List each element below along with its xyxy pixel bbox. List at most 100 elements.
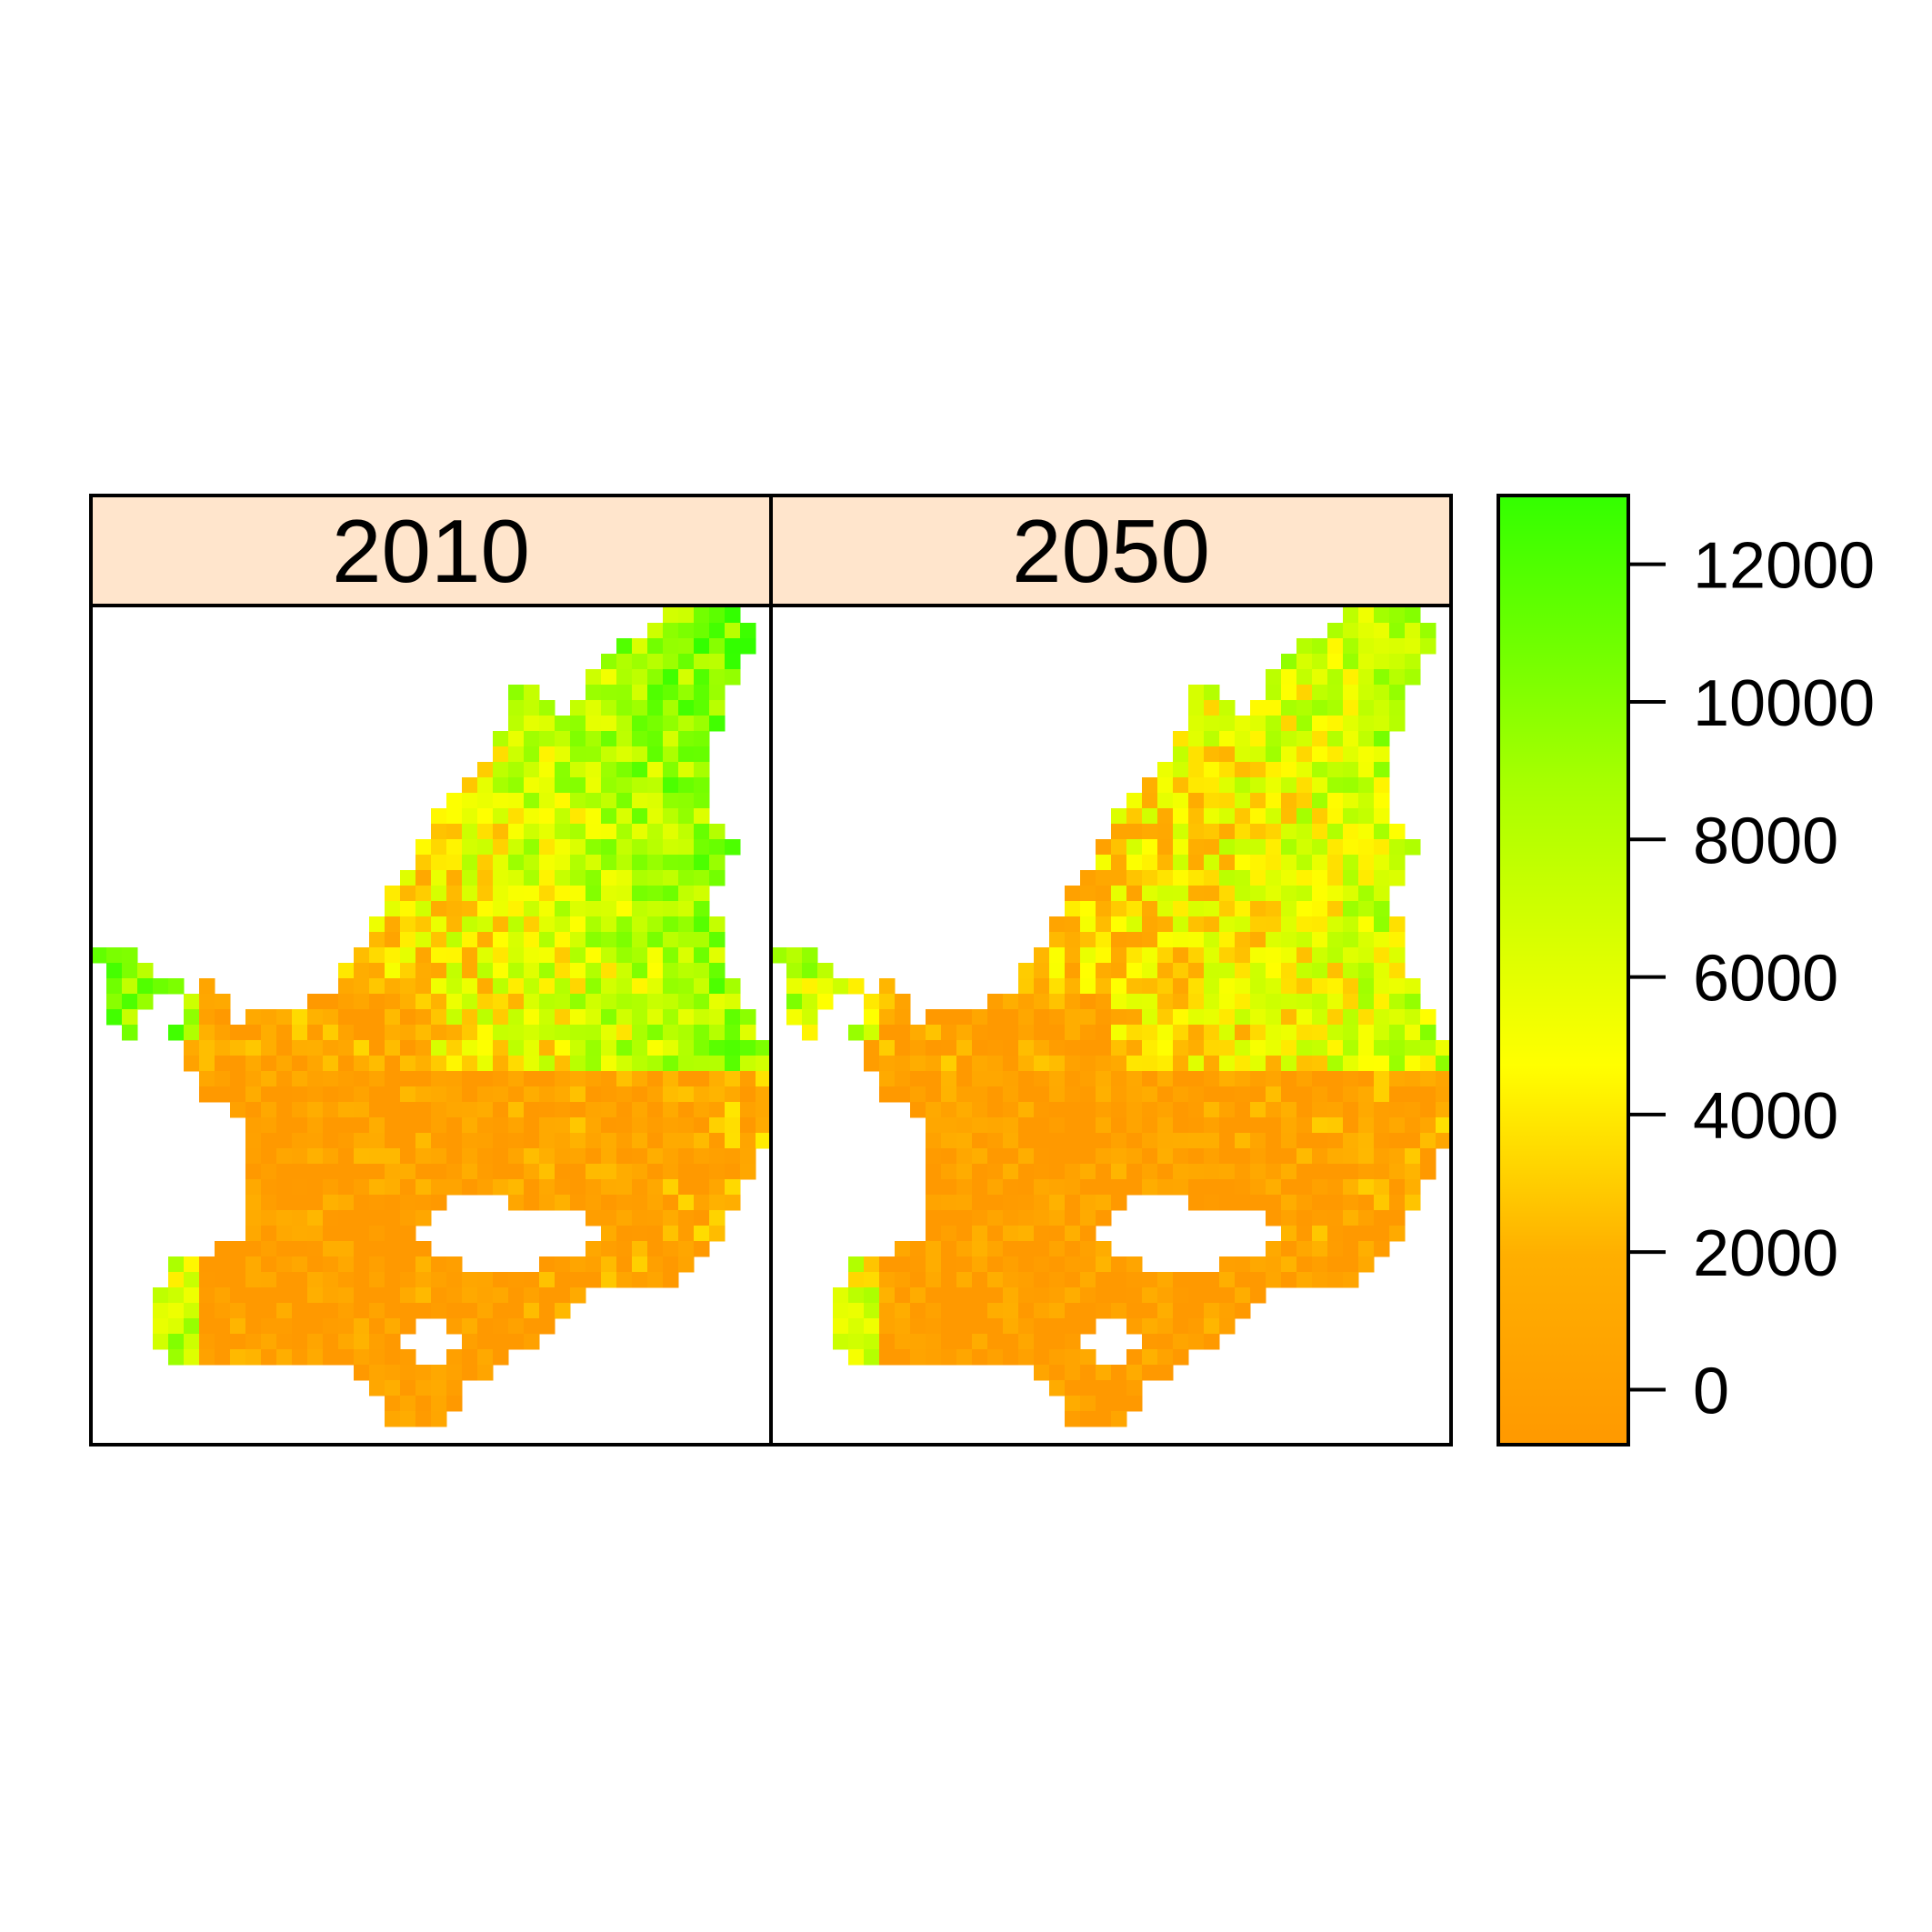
- raster-cell: [323, 1117, 339, 1134]
- raster-cell: [539, 716, 556, 732]
- raster-cell: [586, 762, 602, 778]
- raster-cell: [1126, 1256, 1143, 1273]
- raster-cell: [446, 1179, 463, 1196]
- raster-cell: [1235, 994, 1251, 1010]
- raster-cell: [1281, 1226, 1297, 1242]
- raster-cell: [1126, 855, 1143, 871]
- raster-cell: [1327, 1117, 1344, 1134]
- raster-cell: [1096, 1117, 1112, 1134]
- raster-cell: [586, 1179, 602, 1196]
- raster-cell: [524, 963, 540, 979]
- raster-cell: [771, 947, 787, 964]
- raster-cell: [307, 994, 324, 1010]
- color-key-tick-label: 4000: [1693, 1080, 1838, 1153]
- raster-cell: [1266, 1195, 1282, 1211]
- raster-cell: [647, 1086, 664, 1103]
- raster-cell: [276, 1148, 293, 1165]
- raster-cell: [462, 1334, 478, 1350]
- raster-cell: [1312, 824, 1328, 840]
- raster-cell: [956, 1040, 973, 1056]
- raster-cell: [725, 978, 741, 995]
- raster-cell: [415, 1056, 432, 1072]
- raster-cell: [323, 1256, 339, 1273]
- raster-cell: [354, 1349, 370, 1366]
- raster-cell: [1080, 870, 1096, 886]
- raster-cell: [941, 1056, 957, 1072]
- raster-cell: [1219, 1179, 1236, 1196]
- raster-cell: [1126, 1303, 1143, 1319]
- raster-cell: [446, 1303, 463, 1319]
- raster-cell: [230, 1349, 246, 1366]
- raster-cell: [1049, 963, 1066, 979]
- raster-cell: [1405, 1056, 1421, 1072]
- raster-cell: [1436, 1040, 1451, 1056]
- raster-cell: [1157, 824, 1174, 840]
- raster-cell: [586, 808, 602, 825]
- raster-cell: [616, 762, 633, 778]
- raster-cell: [276, 1210, 293, 1226]
- raster-cell: [1235, 716, 1251, 732]
- raster-cell: [1374, 978, 1390, 995]
- raster-cell: [694, 1117, 710, 1134]
- raster-cell: [786, 963, 803, 979]
- raster-cell: [1126, 1164, 1143, 1180]
- raster-cell: [663, 623, 679, 639]
- raster-cell: [570, 762, 586, 778]
- raster-cell: [1142, 1009, 1158, 1026]
- raster-cell: [616, 700, 633, 716]
- raster-cell: [1142, 1025, 1158, 1041]
- raster-cell: [1219, 932, 1236, 948]
- raster-cell: [508, 1056, 525, 1072]
- raster-cell: [1003, 1226, 1019, 1242]
- raster-cell: [987, 1102, 1004, 1118]
- raster-cell: [354, 1256, 370, 1273]
- raster-cell: [245, 1071, 262, 1087]
- raster-cell: [493, 870, 509, 886]
- raster-cell: [245, 1056, 262, 1072]
- raster-cell: [1389, 638, 1406, 655]
- raster-cell: [1420, 1086, 1436, 1103]
- raster-cell: [1405, 1164, 1421, 1180]
- raster-cell: [1034, 1056, 1050, 1072]
- raster-cell: [292, 1318, 308, 1335]
- raster-cell: [910, 1040, 926, 1056]
- raster-cell: [1312, 685, 1328, 701]
- raster-cell: [1142, 1334, 1158, 1350]
- raster-cell: [1266, 716, 1282, 732]
- raster-cell: [354, 1195, 370, 1211]
- raster-cell: [740, 1086, 756, 1103]
- raster-cell: [1126, 886, 1143, 902]
- raster-cell: [539, 1272, 556, 1288]
- raster-cell: [1389, 669, 1406, 686]
- raster-cell: [524, 808, 540, 825]
- raster-cell: [678, 1179, 695, 1196]
- raster-cell: [369, 916, 385, 933]
- raster-cell: [1173, 1287, 1189, 1304]
- raster-cell: [1327, 994, 1344, 1010]
- raster-cell: [1188, 1287, 1205, 1304]
- raster-cell: [1296, 1117, 1313, 1134]
- raster-cell: [1096, 1133, 1112, 1149]
- raster-cell: [1296, 1025, 1313, 1041]
- raster-cell: [1126, 870, 1143, 886]
- raster-cell: [415, 1071, 432, 1087]
- raster-cell: [1389, 1009, 1406, 1026]
- raster-cell: [415, 1256, 432, 1273]
- raster-cell: [354, 1303, 370, 1319]
- raster-cell: [446, 994, 463, 1010]
- raster-cell: [261, 1117, 277, 1134]
- raster-cell: [493, 777, 509, 794]
- raster-cell: [647, 1056, 664, 1072]
- raster-cell: [400, 932, 416, 948]
- raster-cell: [1389, 1025, 1406, 1041]
- raster-cell: [663, 1133, 679, 1149]
- raster-cell: [1142, 808, 1158, 825]
- raster-cell: [848, 1256, 865, 1273]
- raster-cell: [508, 1272, 525, 1288]
- raster-cell: [1080, 1349, 1096, 1366]
- raster-cell: [245, 1179, 262, 1196]
- raster-cell: [709, 994, 726, 1010]
- raster-cell: [972, 1009, 988, 1026]
- raster-cell: [1266, 870, 1282, 886]
- raster-cell: [1173, 762, 1189, 778]
